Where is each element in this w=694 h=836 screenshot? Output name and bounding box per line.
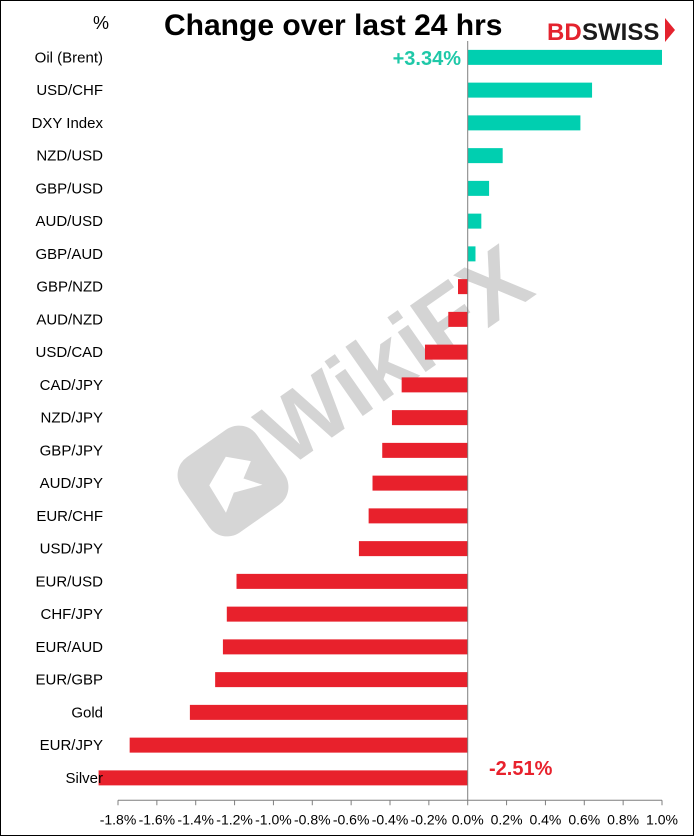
bar xyxy=(467,246,476,262)
category-label: AUD/JPY xyxy=(40,475,103,492)
bar xyxy=(222,639,468,655)
tick-label: 1.0% xyxy=(646,811,678,827)
category-label: DXY Index xyxy=(32,115,104,132)
tick-label: -1.0% xyxy=(255,811,292,827)
bar xyxy=(467,213,482,229)
bar xyxy=(467,180,490,196)
tick-label: -0.2% xyxy=(411,811,448,827)
bar xyxy=(448,311,468,327)
bar xyxy=(98,770,468,786)
category-label: USD/JPY xyxy=(40,541,103,558)
category-label: GBP/NZD xyxy=(36,279,103,296)
category-label: Gold xyxy=(71,704,103,721)
category-label: USD/CAD xyxy=(35,344,103,361)
tick-label: -0.6% xyxy=(333,811,370,827)
category-labels: Oil (Brent) USD/CHF DXY Index NZD/USD GBP/US… xyxy=(32,49,104,787)
logo-bd-text: BD xyxy=(547,19,582,46)
category-label: EUR/JPY xyxy=(40,737,103,754)
category-label: EUR/USD xyxy=(35,573,103,590)
bar xyxy=(458,279,468,295)
bar xyxy=(401,377,468,393)
tick-label: 0.0% xyxy=(452,811,484,827)
tick-label: 0.6% xyxy=(568,811,600,827)
bar xyxy=(236,573,468,589)
chart-title: Change over last 24 hrs xyxy=(164,9,502,42)
annotation-top: +3.34% xyxy=(393,48,462,70)
bar xyxy=(424,344,468,360)
tick-label: -1.4% xyxy=(177,811,214,827)
watermark: WikiFX xyxy=(177,226,549,537)
category-label: NZD/USD xyxy=(36,148,103,165)
logo-arrow-icon xyxy=(665,18,675,42)
tick-label: -1.8% xyxy=(100,811,137,827)
bar xyxy=(368,508,468,524)
bars-group xyxy=(98,49,662,786)
tick-label: 0.2% xyxy=(491,811,523,827)
bar xyxy=(129,737,468,753)
category-label: AUD/NZD xyxy=(36,311,103,328)
watermark-eagle-icon xyxy=(209,456,263,513)
bar xyxy=(358,541,468,557)
bar xyxy=(467,115,581,131)
x-axis-ticks: -1.8% -1.6% -1.4% -1.2% -1.0% -0.8% -0.6% -0.4%… xyxy=(100,800,678,827)
bar xyxy=(189,704,468,720)
bar xyxy=(382,442,468,458)
unit-label: % xyxy=(93,13,109,33)
category-label: EUR/GBP xyxy=(35,672,103,689)
category-label: AUD/USD xyxy=(35,213,103,230)
bar xyxy=(467,82,593,98)
category-label: GBP/USD xyxy=(35,180,103,197)
logo-swiss-text: SWISS xyxy=(582,19,659,46)
bar xyxy=(467,49,662,65)
bar xyxy=(372,475,468,491)
category-label: CHF/JPY xyxy=(40,606,103,623)
category-label: GBP/AUD xyxy=(35,246,103,263)
bar xyxy=(391,410,468,426)
bar xyxy=(226,606,468,622)
annotation-bottom: -2.51% xyxy=(489,758,553,780)
category-label: GBP/JPY xyxy=(40,442,103,459)
category-label: Oil (Brent) xyxy=(35,49,103,66)
tick-label: 0.8% xyxy=(607,811,639,827)
category-label: EUR/AUD xyxy=(35,639,103,656)
category-label: NZD/JPY xyxy=(40,410,103,427)
tick-label: -1.2% xyxy=(216,811,253,827)
bar xyxy=(215,672,468,688)
tick-label: -0.8% xyxy=(294,811,331,827)
tick-label: -1.6% xyxy=(139,811,176,827)
category-label: Silver xyxy=(65,770,103,787)
category-label: CAD/JPY xyxy=(40,377,103,394)
bdswiss-logo: BD SWISS xyxy=(547,18,675,46)
bar xyxy=(467,148,503,164)
category-label: EUR/CHF xyxy=(36,508,103,525)
tick-label: -0.4% xyxy=(372,811,409,827)
category-label: USD/CHF xyxy=(36,82,103,99)
tick-label: 0.4% xyxy=(529,811,561,827)
